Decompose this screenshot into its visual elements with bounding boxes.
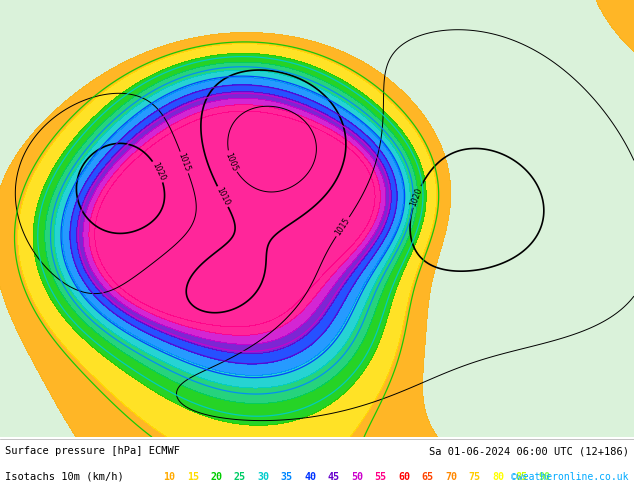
Text: 35: 35 <box>281 472 293 482</box>
Text: 80: 80 <box>492 472 504 482</box>
Text: 1015: 1015 <box>333 216 352 237</box>
Text: 1005: 1005 <box>224 151 240 172</box>
Text: Sa 01-06-2024 06:00 UTC (12+186): Sa 01-06-2024 06:00 UTC (12+186) <box>429 446 629 456</box>
Text: 85: 85 <box>515 472 527 482</box>
Text: 1015: 1015 <box>177 152 192 173</box>
Text: 40: 40 <box>304 472 316 482</box>
Text: 75: 75 <box>469 472 481 482</box>
Text: 1020: 1020 <box>409 186 424 207</box>
Text: 30: 30 <box>257 472 269 482</box>
Text: 90: 90 <box>539 472 551 482</box>
Text: 45: 45 <box>328 472 340 482</box>
Text: 20: 20 <box>210 472 223 482</box>
Text: 1020: 1020 <box>150 161 167 182</box>
Text: Surface pressure [hPa] ECMWF: Surface pressure [hPa] ECMWF <box>5 446 180 456</box>
Text: 10: 10 <box>164 472 176 482</box>
Text: 65: 65 <box>422 472 434 482</box>
Text: 55: 55 <box>375 472 387 482</box>
Text: Isotachs 10m (km/h): Isotachs 10m (km/h) <box>5 472 124 482</box>
Text: 1010: 1010 <box>214 186 231 207</box>
Text: ©weatheronline.co.uk: ©weatheronline.co.uk <box>512 472 629 482</box>
Text: 25: 25 <box>234 472 246 482</box>
Text: 70: 70 <box>445 472 457 482</box>
Text: 15: 15 <box>187 472 199 482</box>
Text: 50: 50 <box>351 472 363 482</box>
Text: 60: 60 <box>398 472 410 482</box>
